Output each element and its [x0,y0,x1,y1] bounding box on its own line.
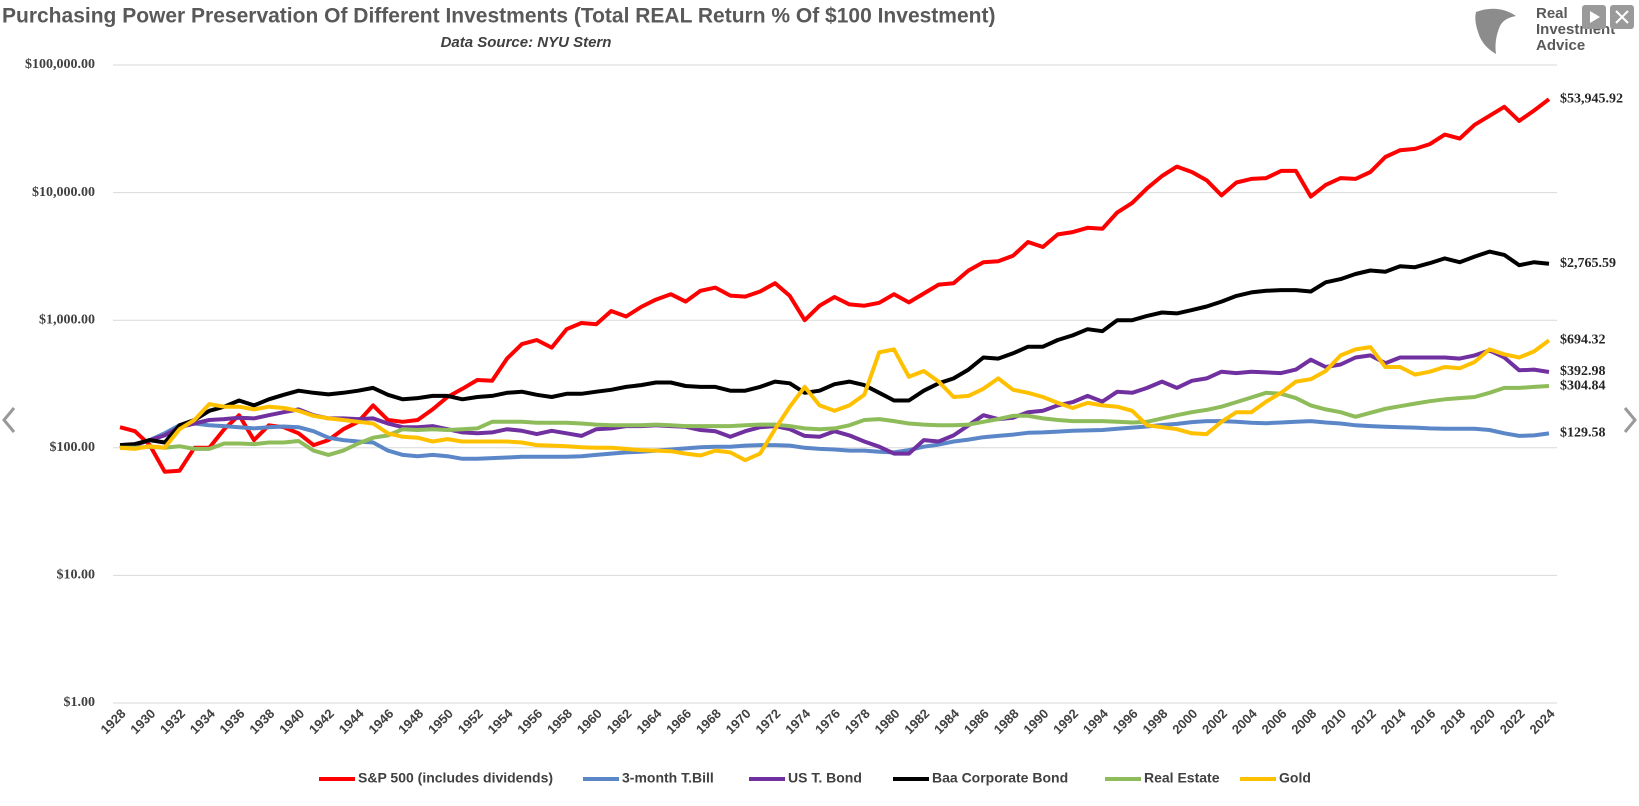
x-tick-label: 1964 [633,705,665,737]
x-tick-label: 1944 [336,705,368,737]
x-tick-label: 1956 [514,706,545,737]
x-tick-label: 1954 [485,705,517,737]
x-tick-label: 2012 [1348,706,1379,737]
x-tick-label: 1960 [574,706,605,737]
x-tick-label: 1984 [931,705,963,737]
legend-label: Real Estate [1144,770,1220,786]
x-tick-label: 1980 [872,706,903,737]
x-tick-label: 1966 [663,706,694,737]
x-tick-label: 1974 [782,705,814,737]
x-tick-label: 2020 [1467,706,1498,737]
x-tick-label: 1934 [187,705,219,737]
x-tick-label: 1994 [1080,705,1112,737]
play-icon [1590,11,1600,23]
logo-text: Real [1536,5,1568,22]
y-tick-label: $10.00 [57,568,96,583]
x-tick-label: 1972 [752,706,783,737]
y-tick-label: $100,000.00 [25,57,95,72]
x-tick-label: 2008 [1288,706,1319,737]
x-tick-label: 1962 [604,706,635,737]
prev-arrow[interactable] [2,407,16,433]
x-tick-label: 2022 [1497,706,1528,737]
x-tick-label: 2002 [1199,706,1230,737]
x-tick-label: 1932 [157,706,188,737]
y-tick-label: $10,000.00 [32,185,95,200]
x-tick-label: 1938 [246,706,277,737]
end-value-label: $53,945.92 [1560,91,1623,106]
x-tick-label: 1952 [455,706,486,737]
x-tick-label: 2018 [1437,706,1468,737]
x-tick-label: 1978 [842,706,873,737]
x-tick-label: 1976 [812,706,843,737]
x-tick-label: 1988 [991,706,1022,737]
series-line [119,97,1551,474]
x-tick-label: 1948 [395,706,426,737]
series-line [119,338,1551,463]
end-value-label: $2,765.59 [1560,256,1616,271]
x-tick-label: 2006 [1259,706,1290,737]
end-value-label: $392.98 [1560,364,1606,379]
x-tick-label: 1950 [425,706,456,737]
chart-title: Purchasing Power Preservation Of Differe… [2,5,995,28]
x-tick-label: 1986 [961,706,992,737]
x-tick-label: 1946 [365,706,396,737]
x-tick-label: 2000 [1169,706,1200,737]
end-value-label: $304.84 [1560,378,1606,393]
x-tick-label: 1940 [276,706,307,737]
series-line [119,348,1550,456]
legend-label: 3-month T.Bill [622,770,714,786]
x-tick-label: 1992 [1050,706,1081,737]
y-tick-label: $1.00 [64,695,96,710]
x-tick-label: 1982 [901,706,932,737]
x-tick-label: 1936 [217,706,248,737]
x-tick-label: 1970 [723,706,754,737]
legend-label: Baa Corporate Bond [932,770,1068,786]
x-tick-label: 1968 [693,706,724,737]
series-line [119,249,1550,448]
overlay-buttons[interactable] [1582,5,1634,29]
x-tick-label: 1928 [97,706,128,737]
y-tick-label: $1,000.00 [39,312,95,327]
x-tick-label: 1930 [127,706,158,737]
x-tick-label: 1996 [1110,706,1141,737]
x-tick-label: 2004 [1229,705,1261,737]
legend-label: US T. Bond [788,770,862,786]
next-arrow[interactable] [1623,407,1637,433]
logo-text: Advice [1536,37,1585,54]
end-value-label: $694.32 [1560,333,1606,348]
x-tick-label: 2024 [1526,705,1558,737]
x-tick-label: 2014 [1378,705,1410,737]
x-tick-label: 1958 [544,706,575,737]
close-icon [1615,10,1629,24]
x-tick-label: 1942 [306,706,337,737]
x-tick-label: 2010 [1318,706,1349,737]
chart-subtitle: Data Source: NYU Stern [441,34,612,51]
legend-label: Gold [1279,770,1311,786]
logo: Real Investment Advice [1475,5,1615,55]
x-tick-label: 1998 [1139,706,1170,737]
end-value-label: $129.58 [1560,426,1606,441]
logo-mark [1475,8,1516,55]
y-tick-label: $100.00 [50,440,96,455]
x-tick-label: 2016 [1407,706,1438,737]
x-tick-label: 1990 [1020,706,1051,737]
series-line [120,384,1550,457]
legend-label: S&P 500 (includes dividends) [358,770,553,786]
